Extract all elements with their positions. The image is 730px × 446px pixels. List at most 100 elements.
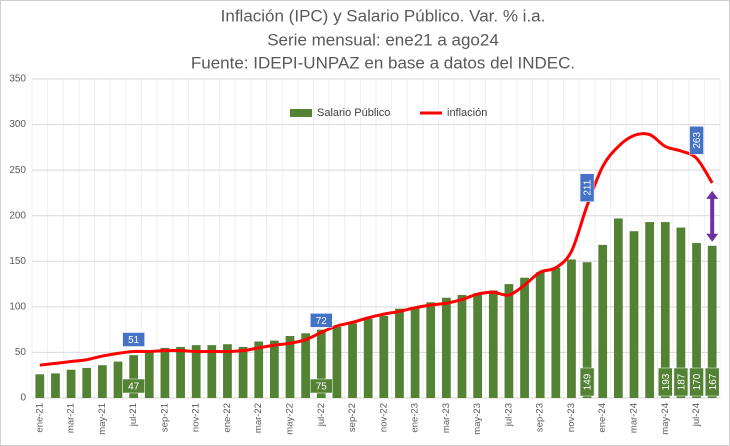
bar — [504, 284, 514, 398]
value-label: 170 — [689, 367, 704, 397]
value-label-box — [704, 367, 720, 397]
bar — [113, 361, 123, 398]
value-label-box — [689, 126, 704, 155]
value-label: 167 — [704, 367, 720, 397]
x-tick-label: may-24 — [660, 403, 671, 435]
x-tick-label: nov-22 — [378, 403, 389, 432]
line — [39, 132, 714, 367]
value-label: 149 — [579, 367, 595, 397]
x-tick-label: may-23 — [472, 403, 483, 435]
value-label-text: 51 — [128, 335, 140, 346]
value-label: 75 — [310, 378, 333, 394]
bar — [363, 318, 373, 398]
value-label-text: 47 — [128, 382, 140, 393]
bar — [629, 231, 639, 398]
bar — [598, 244, 608, 398]
bar — [410, 306, 420, 398]
value-label-box — [122, 378, 145, 394]
x-tick-label: jul-24 — [691, 403, 702, 427]
bar — [223, 344, 232, 398]
bar — [567, 259, 576, 398]
bar — [269, 340, 279, 398]
bar — [254, 341, 264, 398]
value-label: 187 — [673, 367, 689, 397]
legend-label: Salario Público — [317, 107, 390, 119]
bar — [441, 297, 451, 398]
chart-subtitle: Serie mensual: ene21 a ago24 — [267, 30, 499, 49]
value-label-box — [310, 378, 333, 394]
x-tick-label: sep-23 — [535, 403, 546, 432]
bar — [129, 355, 139, 398]
x-tick-label: jul-21 — [128, 403, 139, 427]
bar — [332, 326, 342, 398]
bar — [301, 333, 311, 398]
bar — [35, 374, 45, 398]
x-tick-label: mar-24 — [629, 403, 640, 433]
y-tick-label: 300 — [9, 119, 26, 130]
y-tick-label: 200 — [9, 210, 26, 221]
x-tick-label: sep-22 — [347, 403, 358, 432]
bar — [613, 218, 623, 398]
bar — [520, 277, 529, 398]
bar — [285, 336, 295, 398]
value-label-text: 263 — [692, 132, 703, 149]
value-label-text: 75 — [316, 382, 328, 393]
bar — [426, 302, 436, 398]
value-label: 51 — [122, 332, 145, 347]
bar — [660, 222, 670, 398]
bar — [488, 290, 498, 398]
x-tick-label: sep-21 — [159, 403, 170, 432]
value-label-box — [689, 367, 704, 397]
bar — [207, 345, 217, 398]
value-label-box — [658, 367, 673, 397]
x-tick-label: ene-24 — [597, 403, 608, 433]
bar — [51, 373, 60, 398]
value-label-text: 167 — [708, 373, 719, 390]
x-tick-label: ene-21 — [34, 403, 45, 433]
x-tick-label: jul-23 — [503, 403, 514, 427]
x-tick-label: mar-23 — [441, 403, 452, 433]
bar — [316, 329, 326, 398]
bar — [692, 243, 701, 398]
bar — [348, 323, 357, 398]
bar — [395, 308, 404, 398]
bar — [676, 227, 686, 398]
bar — [66, 369, 76, 398]
x-tick-label: mar-21 — [66, 403, 77, 433]
y-tick-label: 50 — [15, 347, 27, 358]
bar — [97, 365, 107, 398]
y-tick-label: 100 — [9, 301, 26, 312]
bar — [582, 262, 592, 398]
value-label-box — [579, 367, 595, 397]
value-label: 72 — [310, 313, 333, 328]
value-label-box — [579, 173, 595, 202]
value-label: 193 — [658, 367, 673, 397]
chart-source: Fuente: IDEPI-UNPAZ en base a datos del … — [191, 53, 575, 72]
value-label-box — [122, 332, 145, 347]
value-label-text: 72 — [316, 316, 328, 327]
bar — [457, 295, 467, 398]
value-label-text: 211 — [583, 179, 594, 195]
x-tick-label: nov-23 — [566, 403, 577, 432]
legend-swatch — [290, 109, 312, 117]
y-tick-label: 0 — [20, 393, 26, 404]
y-tick-label: 350 — [9, 74, 26, 85]
bar — [82, 367, 92, 398]
bar — [535, 272, 545, 398]
bar — [645, 222, 655, 398]
x-tick-label: ene-23 — [410, 403, 421, 433]
y-tick-label: 150 — [9, 256, 26, 267]
value-label: 47 — [122, 378, 145, 394]
bar — [379, 315, 389, 398]
value-label-box — [673, 367, 689, 397]
value-label-text: 187 — [677, 373, 688, 390]
bar — [160, 347, 170, 398]
value-label: 263 — [689, 126, 704, 155]
bar — [191, 345, 201, 398]
chart-title: Inflación (IPC) y Salario Público. Var. … — [221, 6, 546, 25]
x-tick-label: jul-22 — [316, 403, 327, 427]
x-tick-label: mar-22 — [253, 403, 264, 433]
value-label-text: 193 — [661, 373, 672, 390]
x-tick-label: nov-21 — [191, 403, 202, 432]
bar — [707, 245, 717, 398]
